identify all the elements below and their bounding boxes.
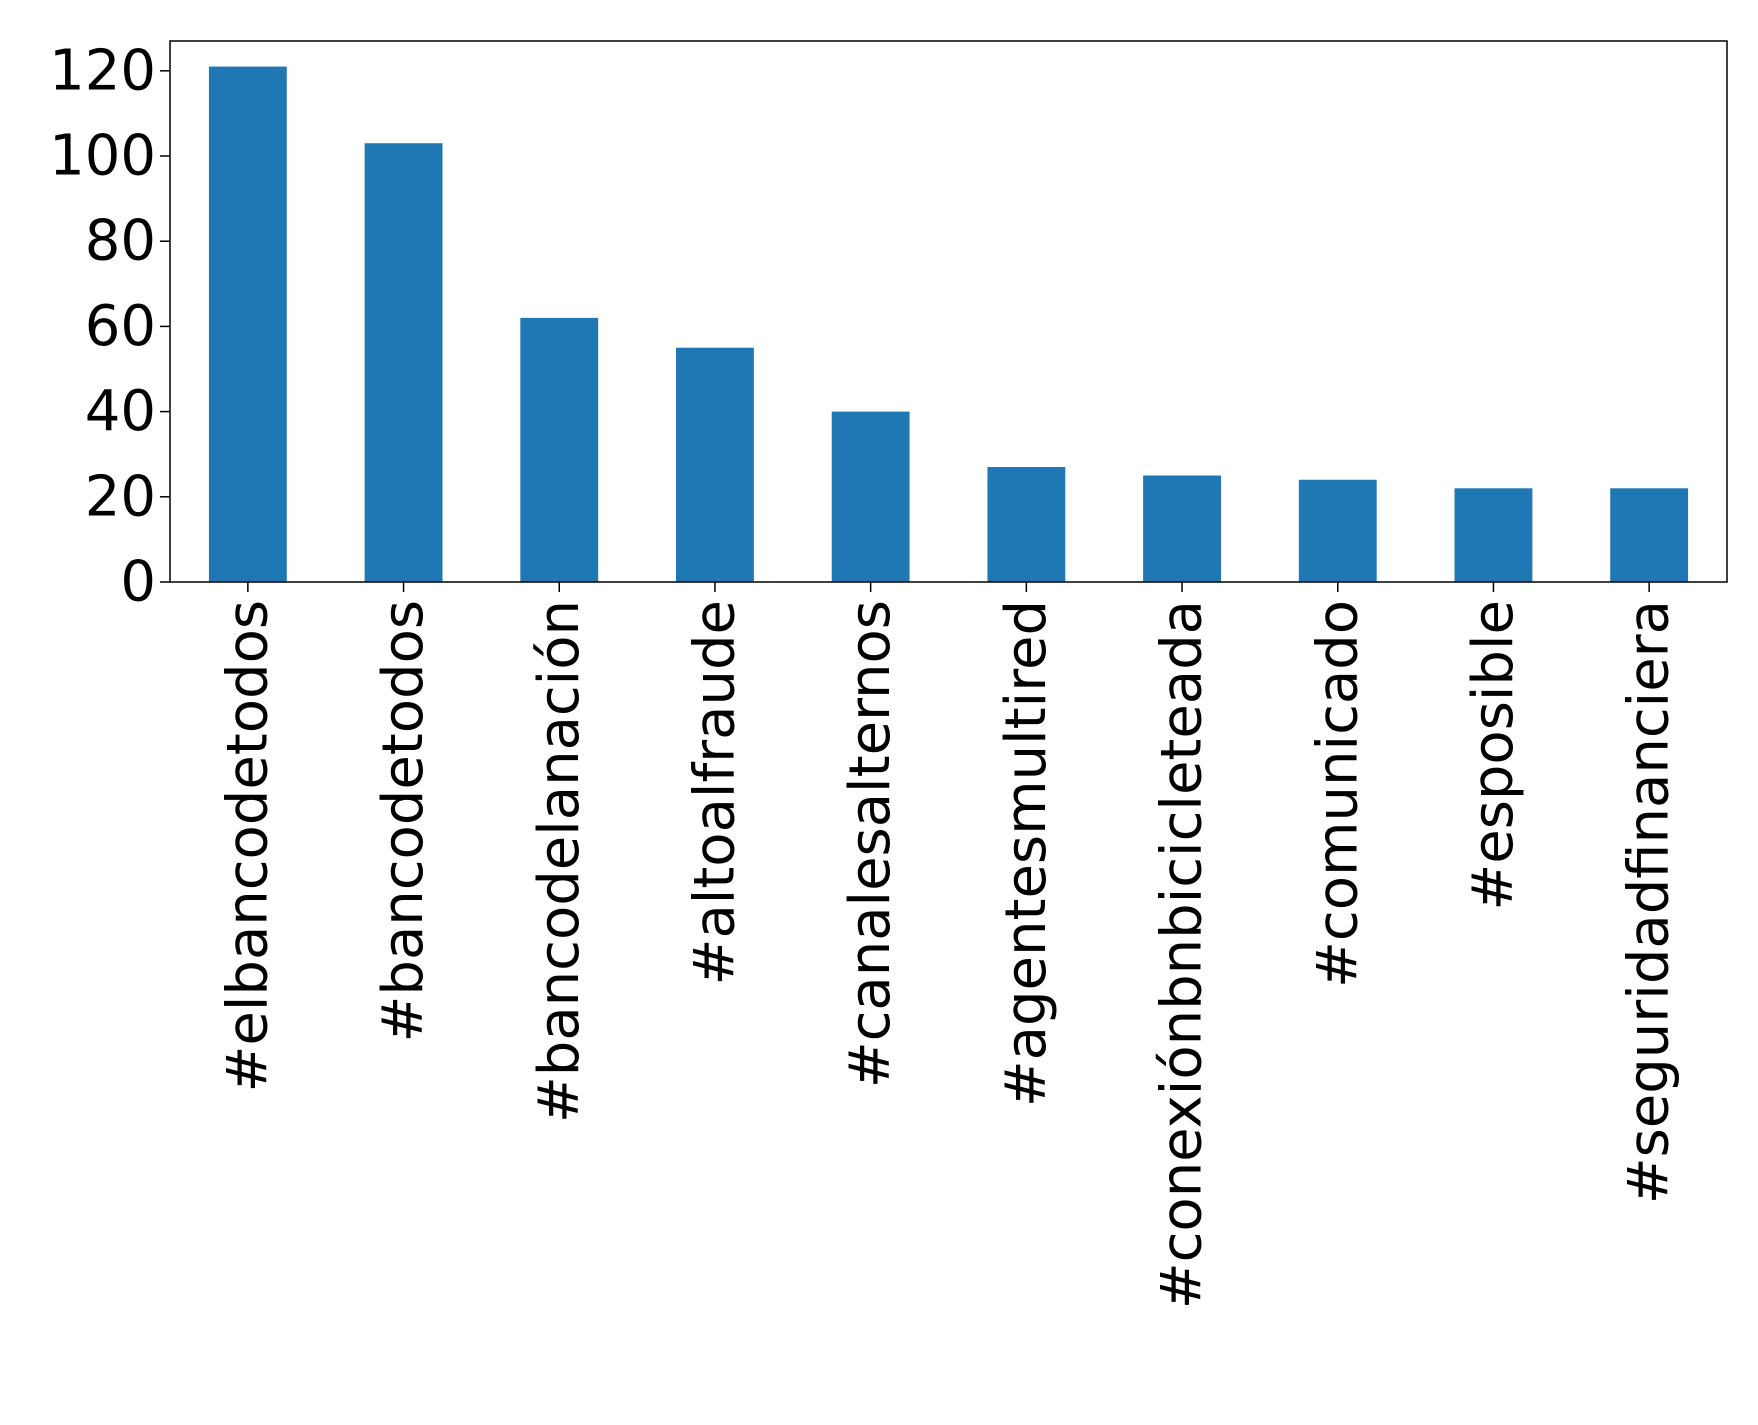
x-axis: #elbancodetodos #bancodetodos #bancodelana…: [215, 582, 1682, 1309]
bar-1: [364, 143, 443, 583]
bar-6: [1143, 475, 1221, 582]
plot-frame: [169, 40, 1728, 583]
y-tick-label-0: 0: [120, 550, 156, 615]
bar-0: [208, 66, 287, 582]
x-tick-label-4: #canalesalternos: [838, 600, 903, 1088]
x-tick-label-3: #altoalfraude: [682, 600, 747, 985]
y-tick-label-6: 120: [49, 38, 156, 103]
bar-8: [1454, 488, 1533, 582]
y-tick-label-1: 20: [85, 464, 156, 529]
bar-7: [1298, 479, 1377, 582]
bar-2: [520, 317, 599, 582]
x-tick-label-0: #elbancodetodos: [215, 600, 280, 1093]
y-tick-label-4: 80: [85, 209, 156, 274]
bars-layer: [208, 66, 1689, 583]
x-tick-label-2: #bancodelanación: [527, 600, 592, 1123]
y-tick-label-5: 100: [49, 124, 156, 189]
bar-9: [1610, 488, 1689, 582]
x-tick-label-7: #comunicado: [1305, 600, 1370, 988]
x-tick-label-9: #seguridadfinanciera: [1617, 600, 1682, 1204]
bar-3: [676, 347, 754, 582]
bar-4: [831, 411, 910, 582]
x-tick-label-6: #conexiónbnbicicleteada: [1150, 600, 1215, 1309]
x-tick-label-5: #agentesmultired: [994, 600, 1059, 1107]
y-tick-label-2: 40: [85, 379, 156, 444]
y-axis: 0 20 40 60 80 100 120: [49, 38, 170, 615]
y-tick-label-3: 60: [85, 294, 156, 359]
x-tick-label-8: #esposible: [1461, 600, 1526, 911]
x-tick-label-1: #bancodetodos: [371, 600, 436, 1043]
bar-5: [987, 466, 1066, 582]
